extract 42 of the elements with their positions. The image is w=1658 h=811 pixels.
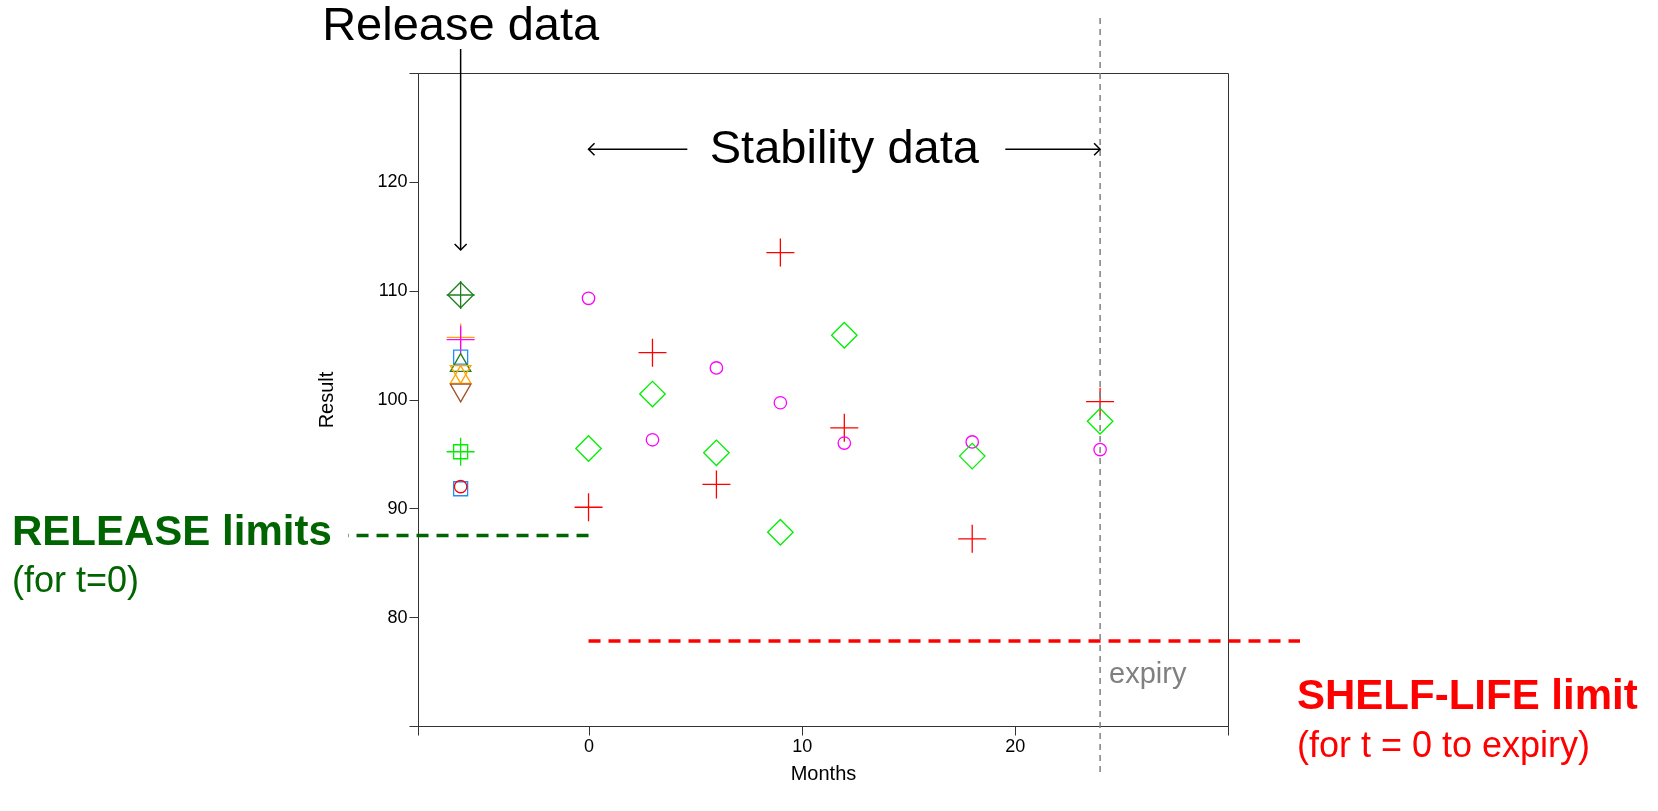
y-tick-label: 100 — [377, 389, 408, 409]
point — [837, 436, 852, 450]
point — [830, 321, 858, 349]
x-tick-label: 0 — [584, 735, 595, 756]
ref-line-label: RELEASE limits — [12, 506, 332, 554]
text: (for t=0) — [12, 558, 140, 600]
point — [701, 469, 732, 500]
x-tick-label: 20 — [1005, 735, 1026, 756]
y-tick-label: 90 — [387, 497, 408, 518]
ref-line-label: SHELF-LIFE limit — [1297, 671, 1638, 719]
point — [965, 435, 980, 449]
point — [637, 338, 668, 368]
x-tick-label: 10 — [792, 735, 813, 756]
point — [445, 437, 476, 467]
text: Release data — [322, 0, 600, 50]
point — [639, 380, 666, 408]
point — [452, 444, 469, 460]
point — [449, 352, 472, 373]
point — [1086, 407, 1114, 435]
point — [709, 361, 724, 375]
point — [573, 492, 604, 522]
point — [958, 442, 986, 470]
x-axis-title: Months — [790, 761, 857, 784]
point — [773, 395, 788, 410]
y-tick-label: 110 — [378, 280, 408, 301]
point — [1093, 442, 1107, 457]
point — [957, 524, 987, 554]
point — [1085, 387, 1115, 417]
y-tick-label: 80 — [387, 606, 408, 627]
point — [766, 518, 794, 546]
y-tick-label: 120 — [377, 171, 408, 192]
point — [645, 432, 660, 447]
point — [581, 291, 596, 306]
ref-line-label: expiry — [1109, 657, 1187, 689]
text: (for t = 0 to expiry) — [1297, 724, 1591, 766]
point — [449, 383, 472, 403]
point — [829, 413, 859, 443]
y-axis-title: Result — [315, 371, 338, 429]
point — [703, 439, 730, 467]
point — [575, 435, 602, 462]
annotation: Stability data — [709, 120, 980, 174]
point — [765, 237, 796, 268]
